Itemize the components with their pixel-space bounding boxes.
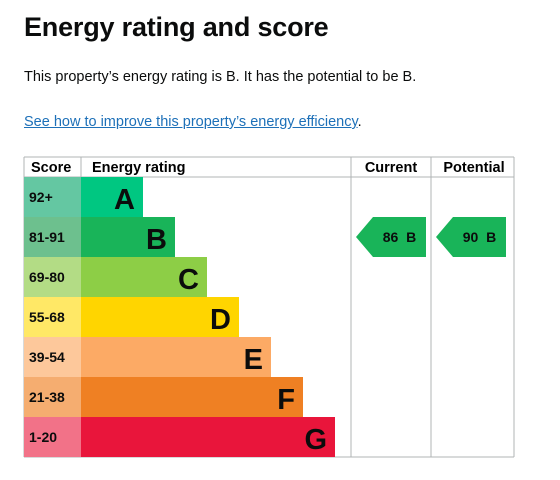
band-bar-g [81,417,335,457]
header-energy-rating: Energy rating [92,160,185,176]
improve-efficiency-link[interactable]: See how to improve this property’s energ… [24,114,358,130]
band-bar-c [81,257,207,297]
rating-indicators: 86 B 90 B [356,217,506,257]
band-letter-e: E [244,344,263,376]
score-label-g: 1-20 [29,429,57,445]
band-bar-a [81,177,143,217]
score-label-b: 81-91 [29,229,65,245]
band-letter-g: G [304,424,327,456]
rating-summary: This property’s energy rating is B. It h… [24,69,417,85]
band-letter-b: B [146,224,167,256]
band-letter-a: A [114,184,135,216]
score-label-f: 21-38 [29,389,65,405]
header-score: Score [31,160,71,176]
band-bar-b [81,217,175,257]
score-cell-f [24,377,81,417]
potential-rating-label: 90 B [463,229,496,245]
band-bar-d [81,297,239,337]
potential-rating-arrow [436,217,506,257]
header-potential: Potential [443,160,504,176]
score-cell-c [24,257,81,297]
band-letter-f: F [277,384,295,416]
score-label-e: 39-54 [29,349,65,365]
score-cell-a [24,177,81,217]
band-letter-d: D [210,304,231,336]
band-bar-f [81,377,303,417]
score-label-d: 55-68 [29,309,65,325]
score-cell-e [24,337,81,377]
score-cell-g [24,417,81,457]
current-rating-arrow [356,217,426,257]
band-bar-e [81,337,271,377]
page-title: Energy rating and score [24,12,329,42]
score-cell-d [24,297,81,337]
current-rating-label: 86 B [383,229,416,245]
rating-bands: 92+ A 81-91 B 69-80 C 55-68 D 39-54 E 21-38 F 1-20 G [24,177,335,457]
header-current: Current [365,160,418,176]
score-label-a: 92+ [29,189,53,205]
band-letter-c: C [178,264,199,296]
improve-link-line: See how to improve this property’s energ… [24,114,362,130]
link-trailing-period: . [357,114,362,130]
score-cell-b [24,217,81,257]
score-label-c: 69-80 [29,269,65,285]
